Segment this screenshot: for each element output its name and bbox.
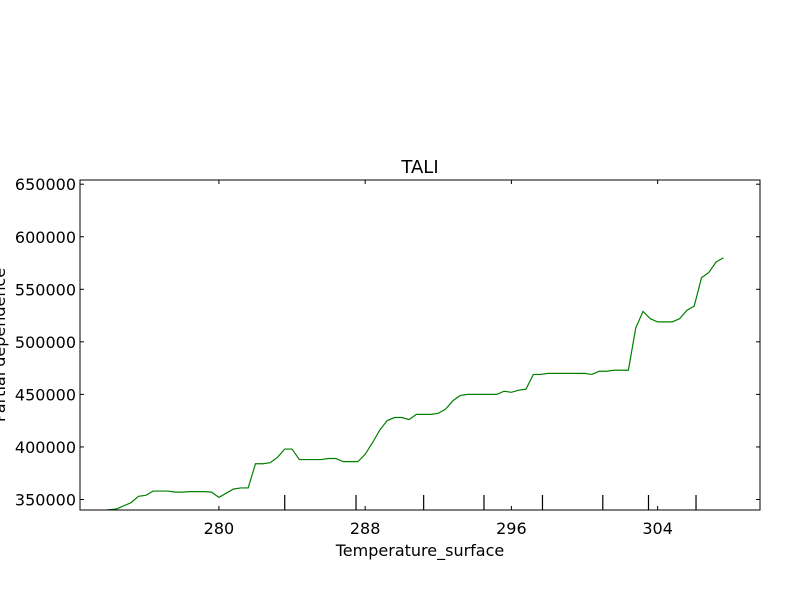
- chart-title: TALI: [400, 157, 438, 178]
- y-tick-label: 600000: [15, 228, 76, 247]
- y-tick-label: 650000: [15, 175, 76, 194]
- x-axis-label: Temperature_surface: [335, 541, 504, 561]
- y-tick-label: 400000: [15, 438, 76, 457]
- x-tick-label: 304: [642, 519, 673, 538]
- x-tick-label: 280: [204, 519, 235, 538]
- x-tick-label: 296: [496, 519, 527, 538]
- y-tick-label: 500000: [15, 333, 76, 352]
- y-tick-label: 450000: [15, 385, 76, 404]
- y-axis-label: Partial dependence: [0, 268, 9, 422]
- plot-area: 280 288 296 304 350000 400000 450000 500000 5500…: [15, 175, 761, 538]
- series-line-0: [101, 257, 724, 510]
- y-tick-label: 350000: [15, 490, 76, 509]
- plot-frame: [79, 179, 761, 511]
- x-tick-label: 288: [350, 519, 381, 538]
- y-tick-label: 550000: [15, 280, 76, 299]
